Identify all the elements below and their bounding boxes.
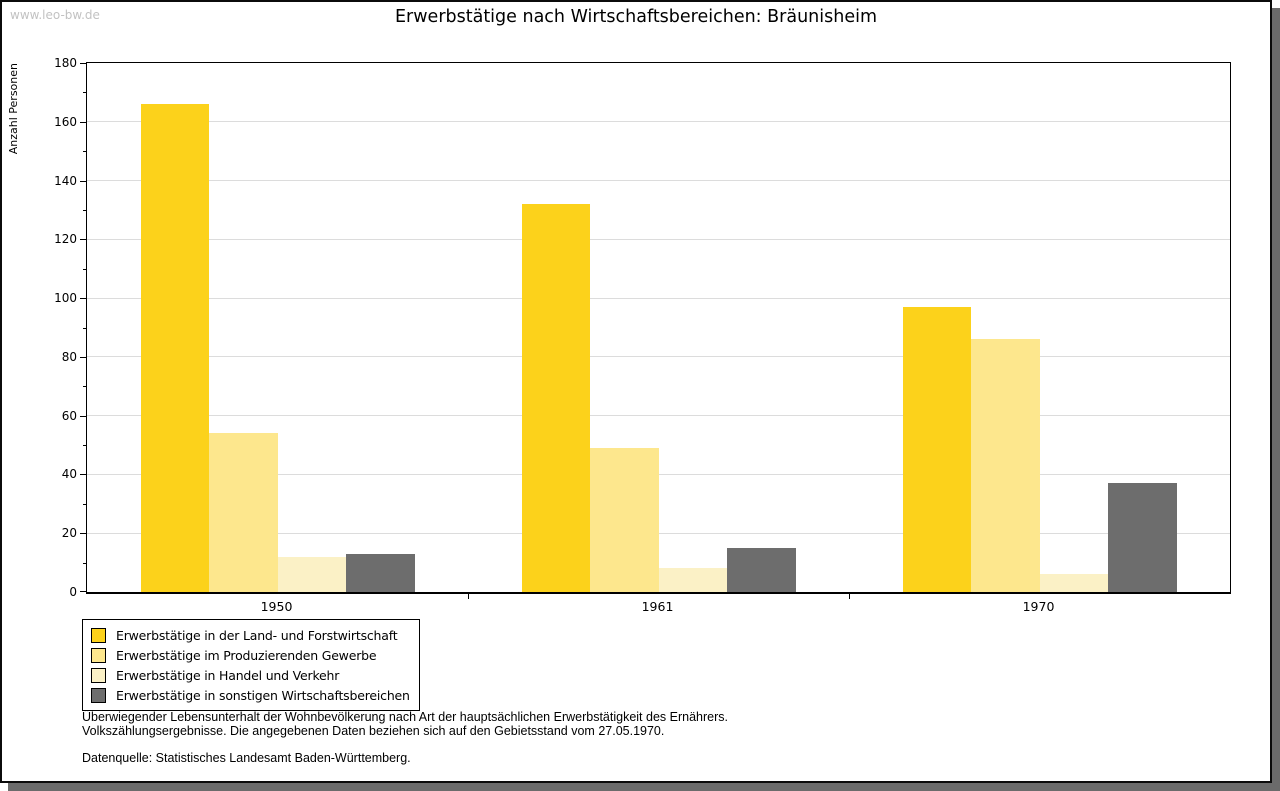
x-boundary-tick-1 (468, 594, 469, 599)
bar-1950-series-3 (277, 557, 346, 592)
y-tick-label-20: 20 (61, 526, 77, 541)
legend-swatch-3 (91, 667, 106, 683)
y-tick-100 (80, 298, 86, 300)
bar-1961-series-3 (658, 568, 727, 592)
legend-swatch-1 (91, 627, 106, 643)
x-label-1950: 1950 (260, 599, 293, 614)
footnote-text: Überwiegender Lebensunterhalt der Wohnbe… (82, 710, 728, 738)
y-tick-20 (80, 533, 86, 535)
legend-label-1: Erwerbstätige in der Land- und Forstwirt… (116, 627, 398, 643)
legend-item-3: Erwerbstätige in Handel und Verkehr (91, 665, 410, 685)
watermark-text: www.leo-bw.de (10, 8, 100, 22)
gridline-120 (87, 238, 1230, 240)
chart-title: Erwerbstätige nach Wirtschaftsbereichen:… (394, 7, 877, 27)
legend-item-2: Erwerbstätige im Produzierenden Gewerbe (91, 645, 410, 665)
y-tick-10 (83, 562, 86, 564)
y-tick-170 (83, 92, 86, 94)
y-tick-40 (80, 474, 86, 476)
bar-1961-series-4 (727, 548, 796, 592)
x-label-1970: 1970 (1022, 599, 1055, 614)
y-tick-140 (80, 180, 86, 182)
y-tick-label-180: 180 (54, 56, 77, 70)
bar-1970-series-1 (902, 307, 971, 592)
y-tick-130 (83, 209, 86, 211)
bar-1950-series-4 (346, 554, 415, 592)
bar-1970-series-4 (1108, 483, 1177, 592)
y-tick-label-100: 100 (54, 291, 77, 306)
y-tick-label-160: 160 (54, 114, 77, 129)
y-tick-0 (80, 591, 86, 592)
data-source-text: Datenquelle: Statistisches Landesamt Bad… (82, 751, 411, 765)
y-tick-160 (80, 121, 86, 123)
bar-1970-series-3 (1039, 574, 1108, 592)
legend-item-4: Erwerbstätige in sonstigen Wirtschaftsbe… (91, 685, 410, 705)
bar-group-1961 (468, 63, 849, 592)
y-tick-110 (83, 268, 86, 270)
y-tick-70 (83, 386, 86, 388)
bar-group-1950 (87, 63, 468, 592)
y-tick-60 (80, 415, 86, 417)
legend-label-2: Erwerbstätige im Produzierenden Gewerbe (116, 647, 377, 663)
y-tick-30 (83, 503, 86, 505)
bar-1970-series-2 (971, 339, 1040, 592)
y-tick-label-140: 140 (54, 173, 77, 188)
legend-box: Erwerbstätige in der Land- und Forstwirt… (82, 619, 420, 711)
y-axis-title: Anzahl Personen (7, 63, 20, 155)
plot-area: 0 20 40 60 80 100 120 140 160 180 (54, 57, 1231, 599)
bar-1950-series-2 (209, 433, 278, 592)
bar-1961-series-1 (521, 204, 590, 592)
x-boundary-tick-2 (849, 594, 850, 599)
gridline-20 (87, 532, 1230, 534)
y-tick-50 (83, 445, 86, 447)
bar-group-1970 (849, 63, 1230, 592)
legend-label-3: Erwerbstätige in Handel und Verkehr (116, 667, 340, 683)
bar-1961-series-2 (590, 448, 659, 592)
footnote-line-2: Volkszählungsergebnisse. Die angegebenen… (82, 723, 665, 738)
gridline-140 (87, 180, 1230, 182)
y-tick-150 (83, 151, 86, 153)
gridline-40 (87, 473, 1230, 475)
bar-1950-series-1 (140, 104, 209, 592)
y-tick-90 (83, 327, 86, 329)
x-label-1961: 1961 (641, 599, 674, 614)
footnote-line-1: Überwiegender Lebensunterhalt der Wohnbe… (82, 710, 728, 724)
gridline-80 (87, 356, 1230, 358)
y-tick-label-120: 120 (54, 232, 77, 247)
y-tick-80 (80, 356, 86, 358)
y-tick-label-40: 40 (61, 467, 77, 482)
legend-swatch-2 (91, 647, 106, 663)
legend-item-1: Erwerbstätige in der Land- und Forstwirt… (91, 625, 410, 645)
y-tick-120 (80, 239, 86, 241)
legend-label-4: Erwerbstätige in sonstigen Wirtschaftsbe… (116, 687, 410, 703)
y-tick-label-80: 80 (61, 349, 77, 364)
gridline-160 (87, 121, 1230, 123)
y-tick-label-60: 60 (61, 408, 77, 423)
y-tick-180 (80, 63, 86, 64)
gridline-60 (87, 415, 1230, 417)
y-tick-label-0: 0 (69, 585, 77, 599)
legend-swatch-4 (91, 687, 106, 703)
gridline-100 (87, 297, 1230, 299)
